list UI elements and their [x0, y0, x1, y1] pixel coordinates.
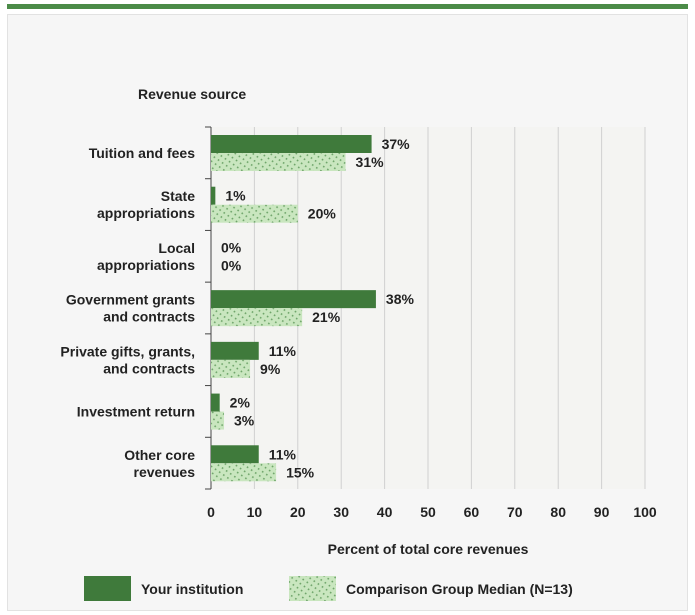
legend-label-comparison: Comparison Group Median (N=13) [346, 581, 573, 597]
x-tick-label: 20 [290, 504, 306, 520]
x-tick-label: 10 [247, 504, 263, 520]
x-tick-label: 50 [420, 504, 436, 520]
data-label-comparison: 15% [286, 464, 315, 480]
category-label: State [161, 188, 195, 204]
chart-title: Revenue source [138, 86, 246, 102]
bar-comparison [211, 204, 298, 223]
bar-comparison [211, 359, 251, 378]
x-tick-label: 70 [507, 504, 523, 520]
x-tick-label: 100 [633, 504, 657, 520]
bar-institution [211, 290, 376, 309]
x-tick-label: 40 [377, 504, 393, 520]
data-label-institution: 37% [382, 136, 411, 152]
bar-institution [211, 186, 216, 205]
bar-comparison [211, 463, 277, 482]
data-label-institution: 0% [221, 239, 242, 255]
category-label: Government grants [66, 292, 195, 308]
x-tick-label: 80 [550, 504, 566, 520]
category-label: Tuition and fees [89, 145, 196, 161]
bar-institution [211, 445, 259, 464]
x-tick-label: 90 [594, 504, 610, 520]
data-label-institution: 11% [269, 446, 297, 462]
data-label-comparison: 21% [312, 309, 341, 325]
bar-institution [211, 135, 372, 153]
bar-comparison [211, 411, 225, 430]
data-label-institution: 1% [225, 188, 246, 204]
data-label-institution: 2% [230, 395, 251, 411]
legend-swatch-institution [84, 576, 131, 601]
bar-comparison [211, 153, 346, 171]
x-tick-label: 60 [464, 504, 480, 520]
legend: Your institution Comparison Group Median … [84, 576, 573, 601]
category-label: and contracts [103, 309, 195, 325]
top-rule [7, 4, 688, 9]
bars [211, 135, 376, 482]
data-label-comparison: 31% [356, 154, 385, 170]
data-label-comparison: 20% [308, 206, 337, 222]
category-label: Private gifts, grants, [60, 343, 195, 359]
category-label: appropriations [97, 257, 195, 273]
category-label: Other core [124, 447, 195, 463]
data-label-institution: 11% [269, 343, 297, 359]
bar-institution [211, 393, 220, 412]
category-label: Local [158, 240, 195, 256]
category-label: Investment return [77, 404, 195, 420]
x-tick-label: 30 [333, 504, 349, 520]
category-label: appropriations [97, 205, 195, 221]
labels: 0 10 20 30 40 50 60 70 80 90 100 37% 31% Tuition and … [60, 136, 656, 520]
x-axis-label: Percent of total core revenues [328, 541, 529, 557]
data-label-comparison: 3% [234, 413, 255, 429]
data-label-institution: 38% [386, 291, 415, 307]
category-label: revenues [134, 464, 196, 480]
category-label: and contracts [103, 360, 195, 376]
legend-label-institution: Your institution [141, 581, 243, 597]
bar-institution [211, 341, 259, 360]
bar-comparison [211, 308, 303, 327]
x-tick-label: 0 [207, 504, 215, 520]
data-label-comparison: 0% [221, 257, 242, 273]
legend-swatch-comparison [289, 576, 336, 601]
data-label-comparison: 9% [260, 361, 281, 377]
